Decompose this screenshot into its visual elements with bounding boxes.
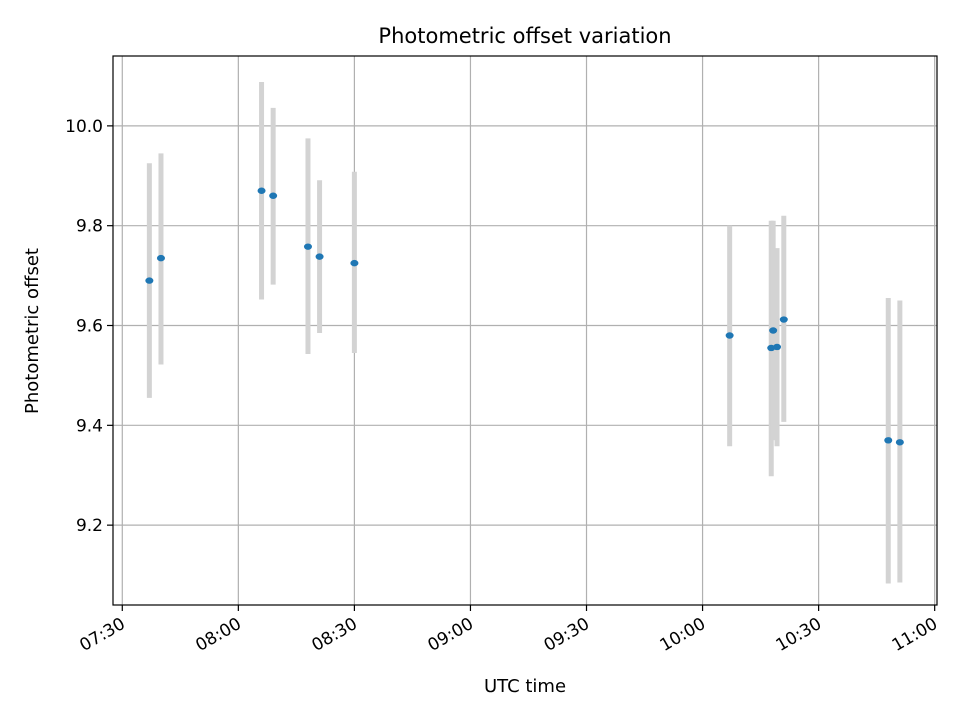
grid-lines [113,56,937,605]
data-point [895,439,904,446]
y-tick-label: 9.8 [76,217,103,237]
data-point [269,192,278,199]
data-point [350,259,359,267]
x-axis-label: UTC time [484,676,566,697]
y-tick-label: 9.2 [76,516,103,536]
y-axis-label: Photometric offset [22,248,43,414]
y-tick-label: 9.6 [76,317,103,337]
data-point [156,254,165,262]
data-point [257,187,266,194]
plot-area-frame [112,55,938,606]
data-point [773,343,782,351]
y-tick-label: 10.0 [65,117,103,137]
data-point [303,243,312,250]
data-point [769,327,778,334]
data-point [779,316,788,323]
y-tick-label: 9.4 [76,416,103,436]
data-points [145,187,904,446]
chart-title: Photometric offset variation [378,24,671,48]
y-axis-ticks: 9.2 9.4 9.6 9.8 10.0 [65,117,113,536]
data-point [725,332,734,339]
data-point [145,277,154,284]
data-point [315,253,324,260]
data-point [884,437,893,444]
